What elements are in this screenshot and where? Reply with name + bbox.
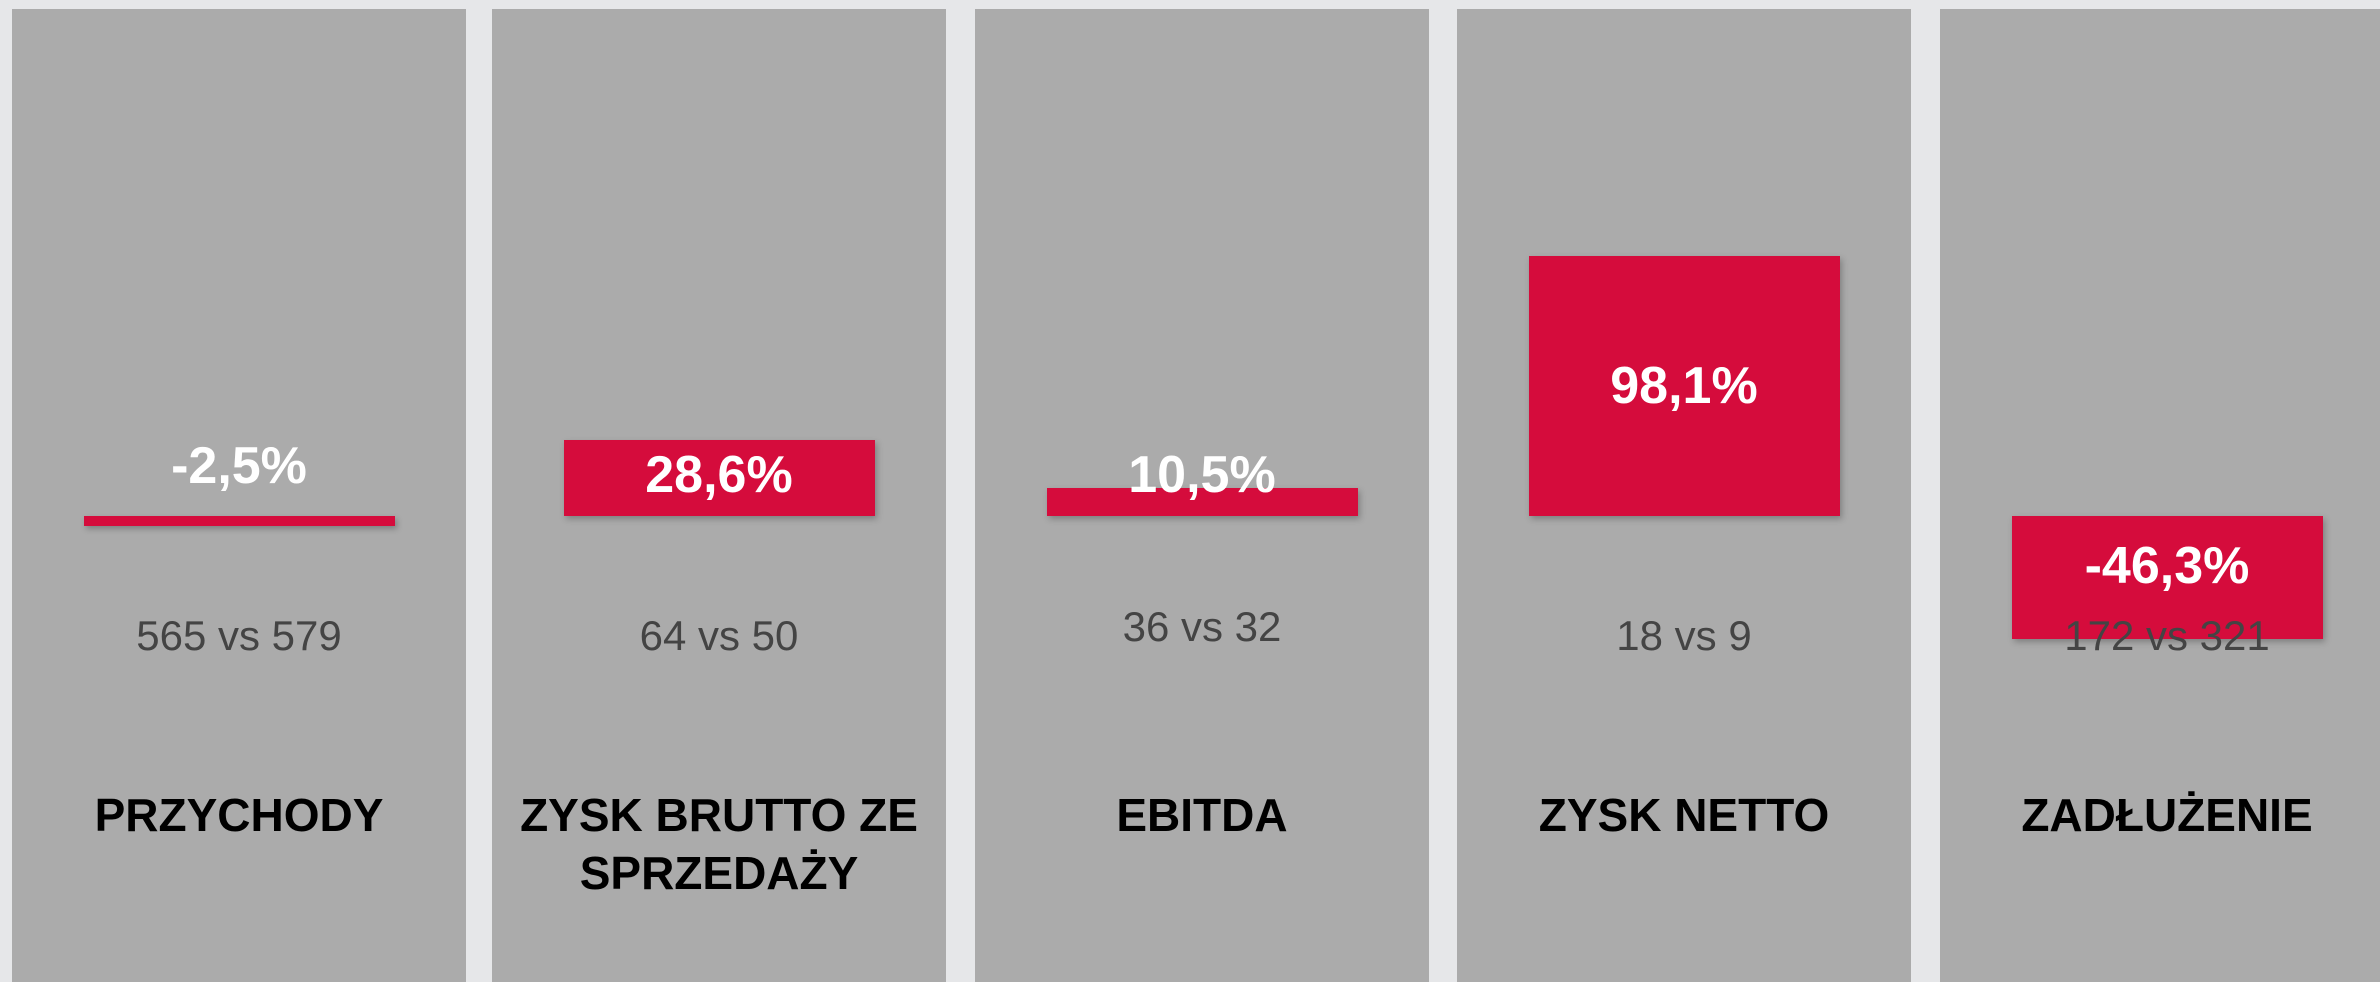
value-label: -2,5% [171,437,307,495]
value-label: 28,6% [645,446,793,504]
bar [2011,516,2323,639]
category-label: EBITDA [1116,789,1288,841]
category-label: ZYSK BRUTTO ZE SPRZEDAŻY [520,789,918,899]
category-label: PRZYCHODY [94,789,384,841]
comparison: 64 vs 50 [639,612,799,659]
comparison: 172 vs 321 [2064,612,2270,659]
bar [563,440,875,516]
comparison: 36 vs 32 [1122,603,1282,650]
bar [1528,256,1840,516]
panel [1940,9,2380,982]
bar [1046,488,1358,516]
comparison: 18 vs 9 [1616,612,1752,659]
value-label: -46,3% [2084,537,2250,595]
category-label: ZYSK NETTO [1538,789,1830,841]
comparison: 565 vs 579 [136,612,342,659]
value-label: 98,1% [1610,357,1758,416]
panel [12,9,466,982]
category-label: ZADŁUŻENIE [2021,789,2313,841]
bar [83,516,395,526]
value-label: 10,5% [1128,446,1276,504]
